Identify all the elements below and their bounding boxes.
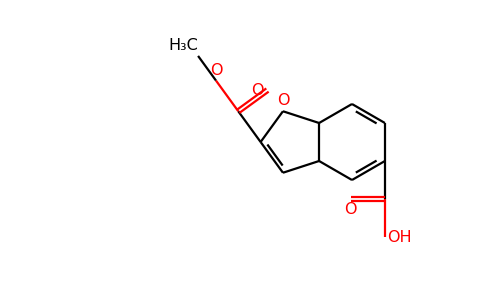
Text: O: O bbox=[251, 82, 263, 98]
Text: H₃C: H₃C bbox=[168, 38, 198, 53]
Text: O: O bbox=[210, 62, 222, 77]
Text: OH: OH bbox=[387, 230, 411, 244]
Text: O: O bbox=[277, 93, 289, 108]
Text: O: O bbox=[345, 202, 357, 217]
